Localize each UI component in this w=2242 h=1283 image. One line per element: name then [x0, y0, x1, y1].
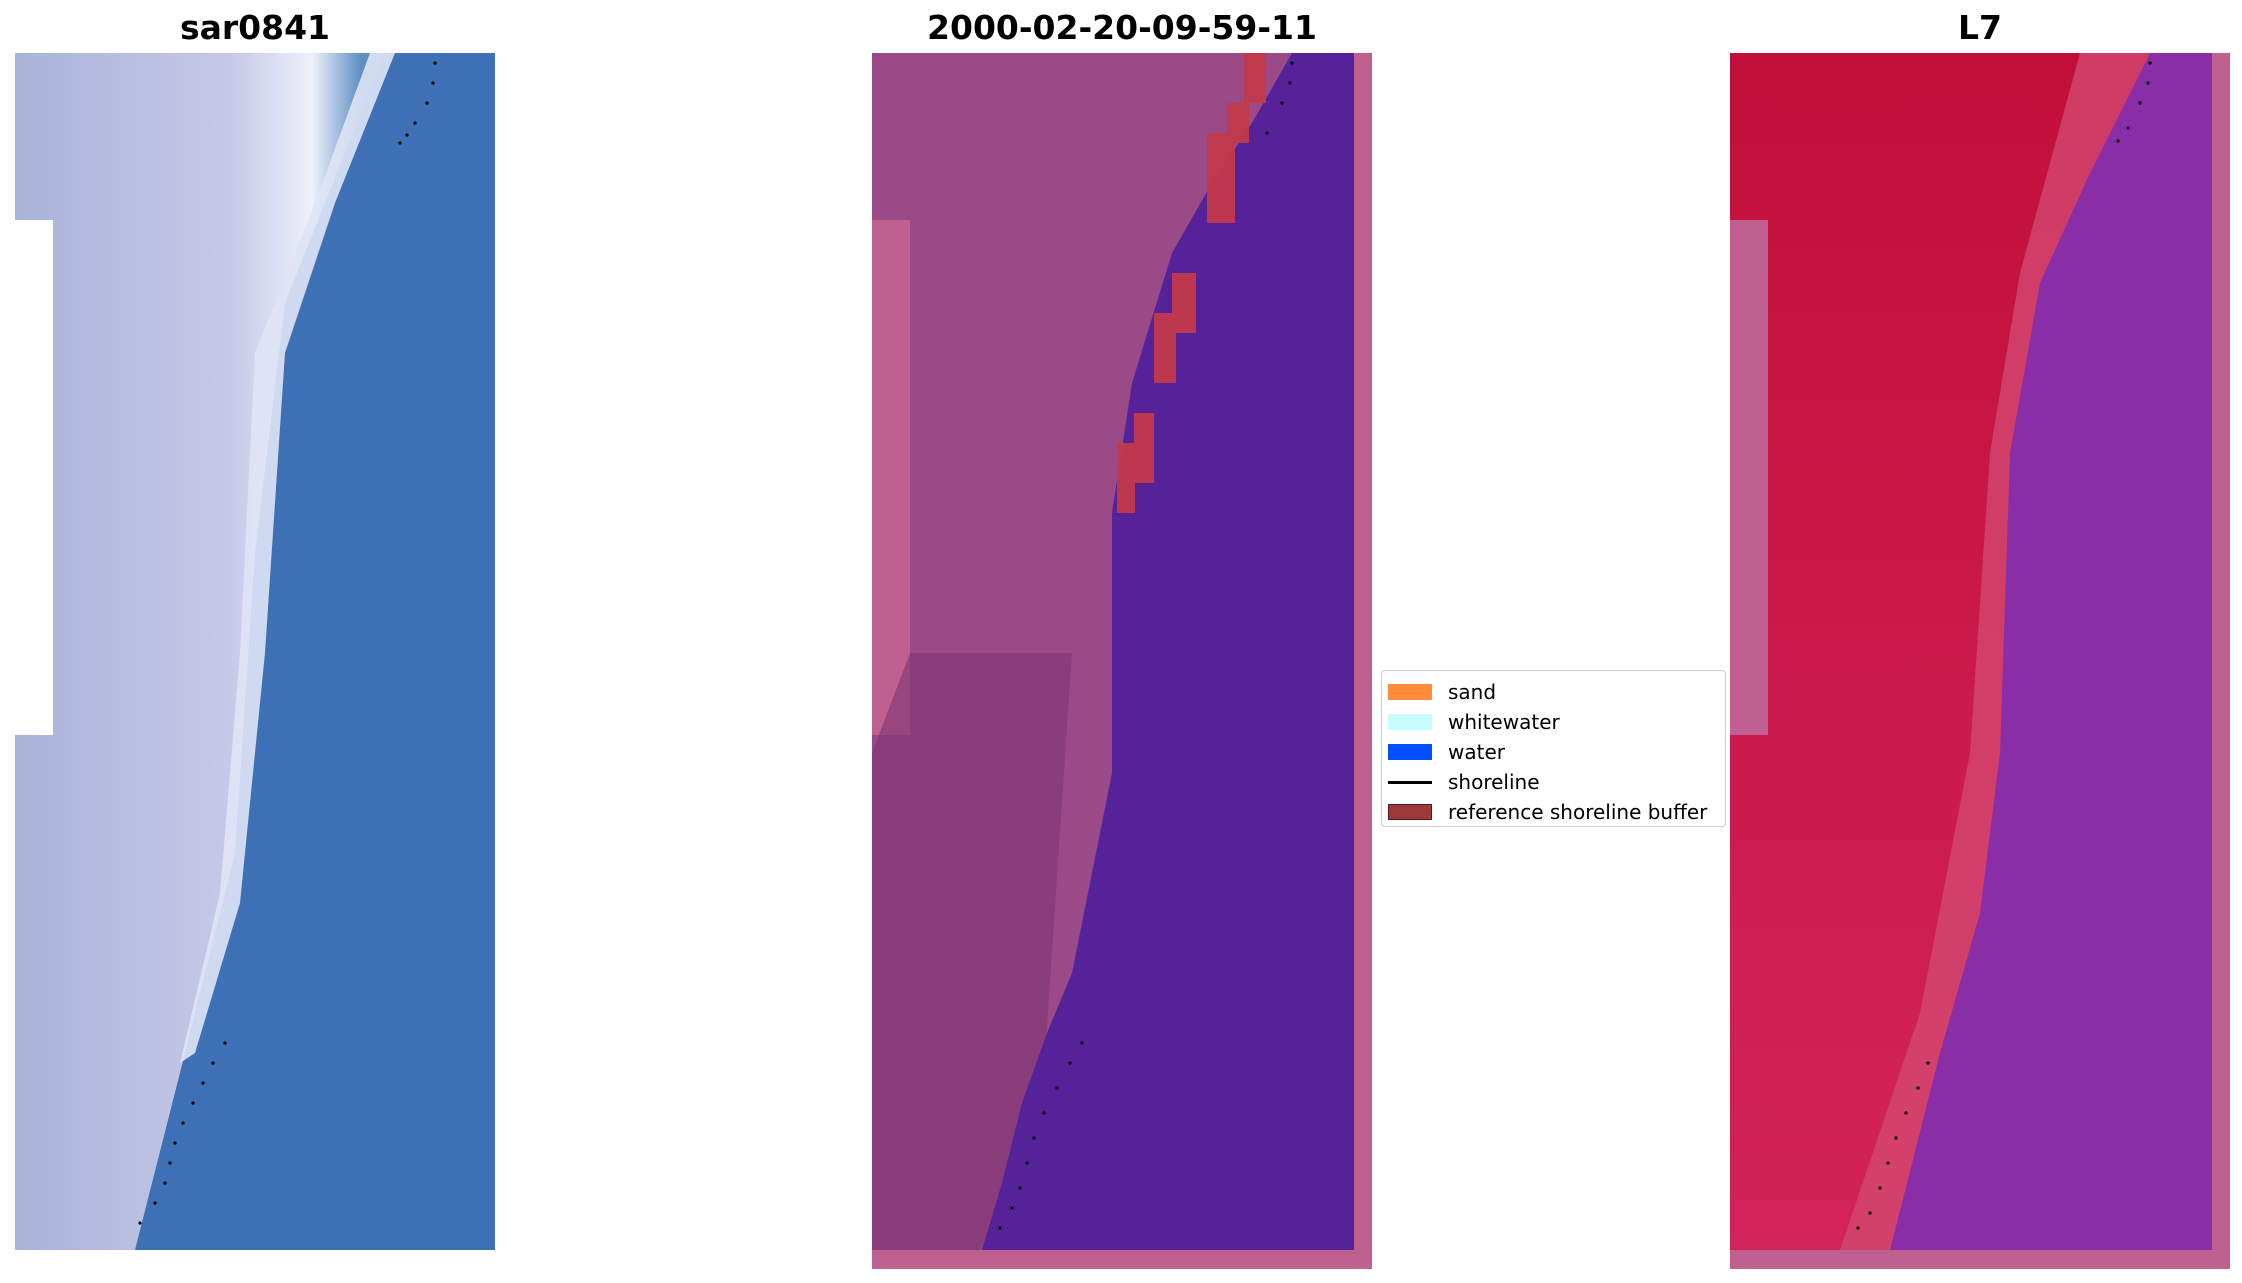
whitewater-swatch	[1388, 714, 1432, 730]
shoreline-line	[1388, 780, 1432, 784]
index-image	[1730, 53, 2230, 1269]
legend-label-whitewater: whitewater	[1448, 710, 1560, 734]
legend-item-water: water	[1388, 737, 1719, 767]
classified-image	[872, 53, 1372, 1269]
legend-item-shoreline: shoreline	[1388, 767, 1719, 797]
legend-label-shoreline: shoreline	[1448, 770, 1540, 794]
sand-swatch	[1388, 684, 1432, 700]
legend-item-sand: sand	[1388, 677, 1719, 707]
panel-title-classified: 2000-02-20-09-59-11	[927, 8, 1317, 47]
buffer-swatch	[1388, 804, 1432, 820]
rgb-image	[15, 53, 495, 1250]
legend-label-buffer: reference shoreline buffer	[1448, 800, 1708, 824]
panel-title-index: L7	[1958, 8, 2002, 47]
legend-item-buffer: reference shoreline buffer	[1388, 797, 1719, 827]
legend-item-whitewater: whitewater	[1388, 707, 1719, 737]
water-swatch	[1388, 744, 1432, 760]
legend-label-sand: sand	[1448, 680, 1497, 704]
panel-title-rgb: sar0841	[179, 8, 331, 47]
legend-label-water: water	[1448, 740, 1505, 764]
legend: sand whitewater water shoreline referenc…	[1381, 670, 1726, 827]
